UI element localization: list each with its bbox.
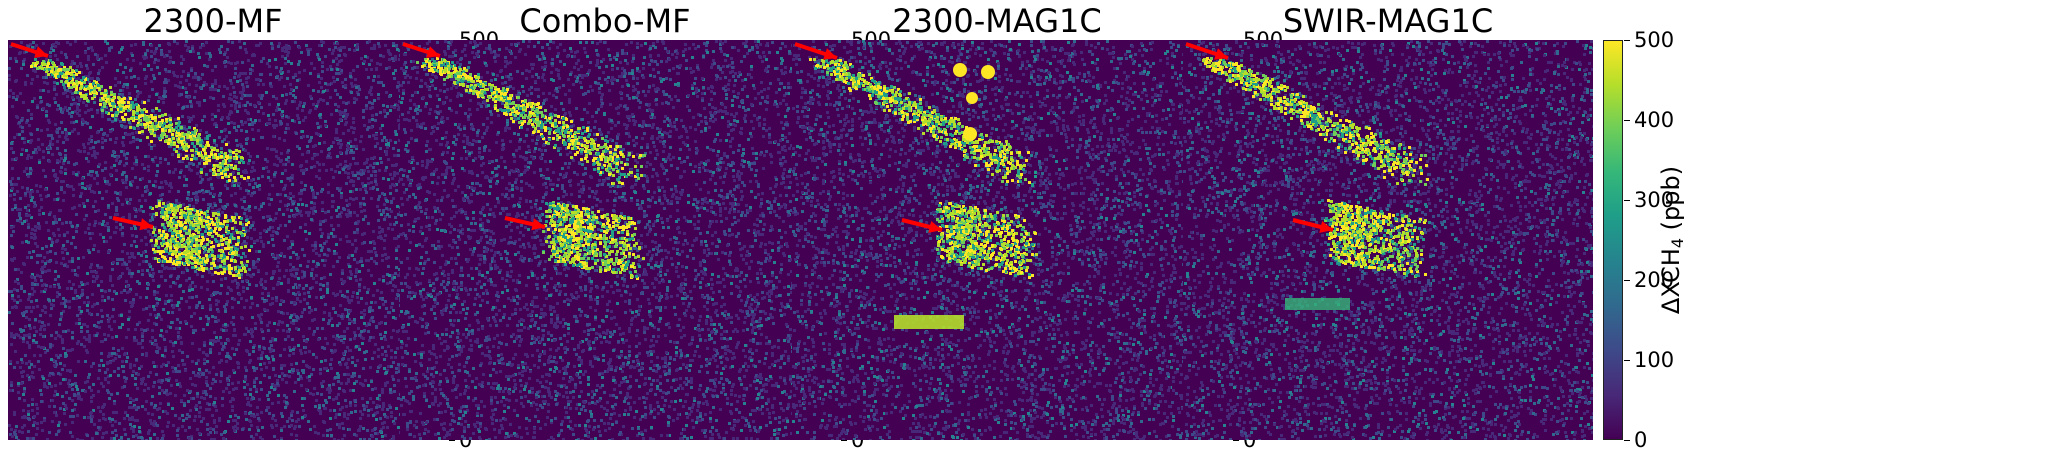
colorbar-tick: [449, 440, 455, 441]
colorbar-label-subscript: 4: [1668, 238, 1687, 248]
colorbar-tick-label: 0: [1634, 429, 1647, 451]
colorbar-tick: [1624, 440, 1630, 441]
panel-title: 2300-MF: [8, 2, 418, 40]
panel-title: 2300-MAG1C: [792, 2, 1202, 40]
colorbar-tick: [1624, 280, 1630, 281]
colorbar-label: ΔXCH4 (ppb): [1657, 166, 1687, 314]
methane-map-image: [1183, 40, 1593, 440]
colorbar-tick: [1233, 440, 1239, 441]
colorbar-label-main: ΔXCH: [1657, 248, 1685, 314]
panel-title: SWIR-MAG1C: [1183, 2, 1593, 40]
colorbar-tick: [1624, 40, 1630, 41]
colorbar-tick-label: 400: [1634, 109, 1674, 131]
colorbar: [1603, 40, 1623, 440]
colorbar-label-unit: (ppb): [1657, 166, 1685, 238]
colorbar-tick-label: 500: [1634, 29, 1674, 51]
methane-map-image: [400, 40, 810, 440]
panel-title: Combo-MF: [400, 2, 810, 40]
colorbar-tick: [1624, 120, 1630, 121]
colorbar-tick-label: 100: [1634, 349, 1674, 371]
methane-map-image: [792, 40, 1202, 440]
colorbar-tick: [841, 440, 847, 441]
colorbar-tick: [1624, 360, 1630, 361]
colorbar-tick: [1624, 200, 1630, 201]
methane-map-image: [8, 40, 418, 440]
